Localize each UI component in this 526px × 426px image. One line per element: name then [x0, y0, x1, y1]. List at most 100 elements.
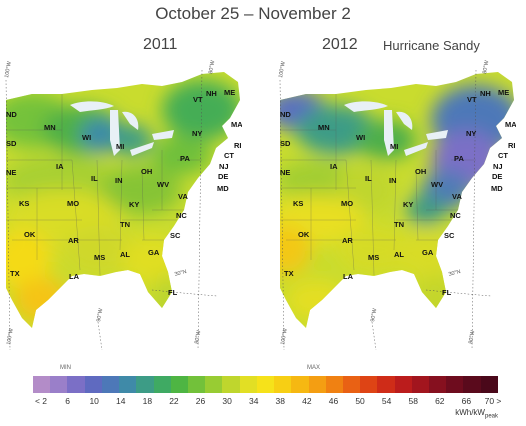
state-label-ma: MA — [505, 120, 516, 129]
state-label-ri: RI — [508, 141, 516, 150]
state-label-ma: MA — [231, 120, 242, 129]
state-label-nd: ND — [280, 110, 291, 119]
state-label-ia: IA — [56, 162, 64, 171]
state-label-md: MD — [491, 184, 503, 193]
color-swatch — [480, 376, 498, 393]
state-label-wv: WV — [431, 180, 443, 189]
color-swatch — [360, 376, 378, 393]
state-label-ct: CT — [498, 151, 508, 160]
color-swatch — [394, 376, 412, 393]
state-label-de: DE — [492, 172, 502, 181]
meridian-label: 100°W — [4, 60, 13, 78]
page-title: October 25 – November 2 — [155, 4, 351, 23]
state-label-il: IL — [91, 174, 98, 183]
meridian-label: 80°W — [208, 60, 216, 74]
meridian-label: 100°W — [278, 60, 287, 78]
color-swatch — [377, 376, 395, 393]
year-label-2012: 2012 — [322, 36, 358, 53]
state-label-mn: MN — [318, 123, 330, 132]
scale-tick-label: 50 — [355, 396, 365, 406]
map-2012: 100°W 80°W 90°W 100°W 80°W 30°N ND MN WI… — [276, 60, 516, 350]
state-label-pa: PA — [454, 154, 464, 163]
scale-tick-label: 54 — [381, 396, 392, 406]
meridian-label: 80°W — [482, 60, 490, 74]
map-2011: 100°W 80°W 90°W 100°W 80°W 30°N ND MN WI… — [2, 60, 242, 350]
state-label-ar: AR — [342, 236, 353, 245]
color-swatch — [446, 376, 464, 393]
scale-tick-label: 18 — [142, 396, 153, 406]
meridian-label: 100°W — [280, 327, 289, 345]
state-label-ms: MS — [368, 253, 379, 262]
state-label-mn: MN — [44, 123, 56, 132]
color-swatch — [274, 376, 292, 393]
state-label-md: MD — [217, 184, 229, 193]
event-label: Hurricane Sandy — [383, 38, 480, 53]
meridian-label: 90°W — [96, 307, 104, 322]
state-label-ny: NY — [466, 129, 476, 138]
color-swatch — [222, 376, 240, 393]
state-label-in: IN — [389, 176, 397, 185]
state-label-nj: NJ — [493, 162, 503, 171]
state-label-al: AL — [120, 250, 130, 259]
state-label-ne: NE — [280, 168, 290, 177]
legend-unit: kWh/kWpeak — [455, 408, 498, 420]
state-label-sd: SD — [6, 139, 17, 148]
state-label-wi: WI — [356, 133, 365, 142]
color-swatch — [101, 376, 120, 393]
state-label-al: AL — [394, 250, 404, 259]
scale-tick-label: < 2 — [34, 396, 48, 406]
state-label-me: ME — [224, 88, 235, 97]
scale-tick-label: 38 — [275, 396, 286, 406]
state-label-la: LA — [69, 272, 80, 281]
state-label-oh: OH — [415, 167, 426, 176]
state-label-ri: RI — [234, 141, 242, 150]
state-label-ny: NY — [192, 129, 202, 138]
state-label-mi: MI — [390, 142, 398, 151]
color-swatch — [119, 376, 137, 393]
scale-tick-label: 70 > — [484, 396, 502, 406]
meridian-label: 80°W — [194, 329, 202, 344]
state-label-tn: TN — [394, 220, 404, 229]
color-swatch — [239, 376, 257, 393]
state-label-ms: MS — [94, 253, 105, 262]
color-swatch — [187, 376, 206, 393]
state-label-mo: MO — [67, 199, 79, 208]
scale-tick-label: 46 — [328, 396, 339, 406]
state-label-va: VA — [452, 192, 462, 201]
color-scale-bar — [33, 376, 498, 393]
color-swatch — [136, 376, 154, 393]
state-label-mi: MI — [116, 142, 124, 151]
state-label-sc: SC — [170, 231, 181, 240]
state-label-wi: WI — [82, 133, 91, 142]
scale-tick-label: 14 — [116, 396, 126, 406]
state-label-de: DE — [218, 172, 228, 181]
color-swatch — [429, 376, 447, 393]
meridian-label: 30°N — [174, 269, 187, 278]
state-label-nj: NJ — [219, 162, 229, 171]
state-label-tx: TX — [284, 269, 294, 278]
state-label-ky: KY — [403, 200, 413, 209]
color-swatch — [33, 376, 51, 393]
state-label-ga: GA — [422, 248, 434, 257]
state-label-me: ME — [498, 88, 509, 97]
state-label-fl: FL — [168, 288, 178, 297]
legend-unit-text: kWh/kW — [455, 408, 485, 417]
state-label-va: VA — [178, 192, 188, 201]
color-swatch — [342, 376, 361, 393]
state-label-ia: IA — [330, 162, 338, 171]
meridian-label: 100°W — [6, 327, 15, 345]
state-label-ct: CT — [224, 151, 234, 160]
scale-tick-label: 10 — [89, 396, 99, 406]
color-swatch — [153, 376, 171, 393]
legend-max-label: MAX — [307, 365, 321, 371]
state-label-nc: NC — [176, 211, 187, 220]
state-label-nd: ND — [6, 110, 17, 119]
state-label-mo: MO — [341, 199, 353, 208]
scale-tick-label: 26 — [195, 396, 206, 406]
state-label-oh: OH — [141, 167, 152, 176]
scale-tick-label: 30 — [222, 396, 232, 406]
meridian-label: 90°W — [370, 307, 378, 322]
color-swatch — [411, 376, 430, 393]
color-swatch — [170, 376, 188, 393]
scale-tick-label: 66 — [461, 396, 472, 406]
